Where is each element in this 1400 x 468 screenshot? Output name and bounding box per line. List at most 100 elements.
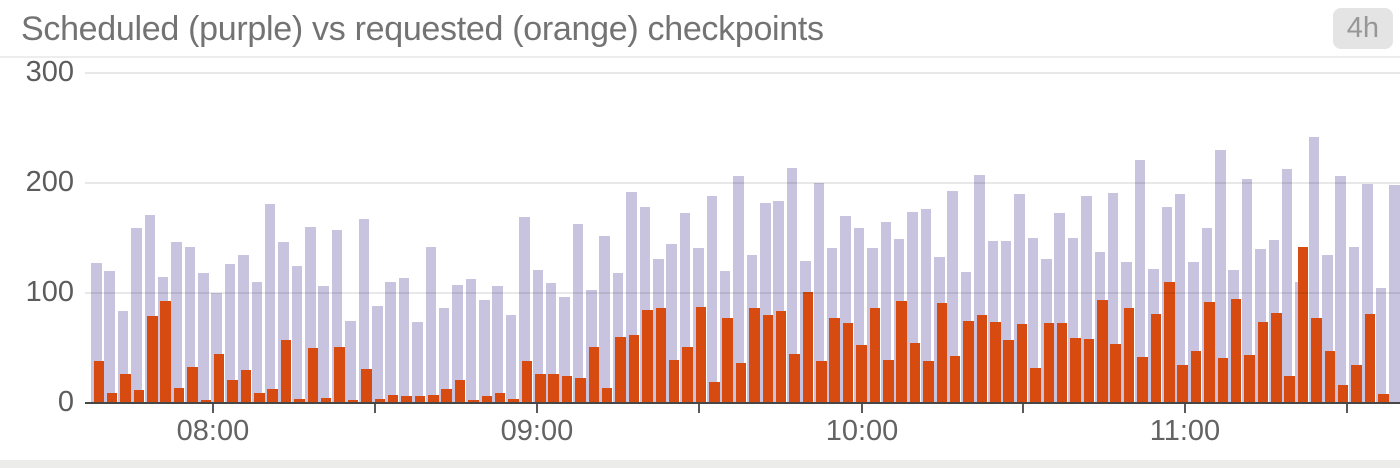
bar-scheduled[interactable] <box>412 321 423 403</box>
bar-requested[interactable] <box>869 308 881 403</box>
bar-scheduled[interactable] <box>1215 150 1226 403</box>
bar-scheduled[interactable] <box>1188 262 1199 403</box>
bar-requested[interactable] <box>133 389 145 403</box>
bar-scheduled[interactable] <box>1281 168 1293 403</box>
bar-requested[interactable] <box>93 361 104 403</box>
bar-requested[interactable] <box>200 399 212 403</box>
bar-scheduled[interactable] <box>1107 192 1119 403</box>
bar-scheduled[interactable] <box>479 299 490 403</box>
bar-scheduled[interactable] <box>733 176 744 403</box>
bar-requested[interactable] <box>775 310 787 403</box>
bar-requested[interactable] <box>1217 357 1229 403</box>
bar-requested[interactable] <box>267 388 278 403</box>
bar-requested[interactable] <box>923 361 934 403</box>
bar-requested[interactable] <box>588 346 600 403</box>
bar-requested[interactable] <box>1043 322 1055 403</box>
bar-requested[interactable] <box>254 393 265 403</box>
bar-requested[interactable] <box>240 370 252 403</box>
bar-requested[interactable] <box>829 318 840 403</box>
bar-scheduled[interactable] <box>1054 212 1065 403</box>
bar-scheduled[interactable] <box>1348 246 1360 403</box>
bar-scheduled[interactable] <box>318 286 329 403</box>
bar-scheduled[interactable] <box>1067 238 1079 403</box>
bar-requested[interactable] <box>762 315 774 403</box>
bar-scheduled[interactable] <box>626 191 637 403</box>
bar-requested[interactable] <box>441 388 452 403</box>
bar-requested[interactable] <box>334 346 345 403</box>
bar-requested[interactable] <box>1311 318 1322 403</box>
bar-requested[interactable] <box>347 399 359 403</box>
bar-scheduled[interactable] <box>345 320 356 403</box>
bar-scheduled[interactable] <box>519 217 530 403</box>
bar-requested[interactable] <box>642 309 653 403</box>
bar-requested[interactable] <box>1337 385 1349 403</box>
bar-scheduled[interactable] <box>1362 184 1373 403</box>
bar-scheduled[interactable] <box>91 263 102 403</box>
bar-scheduled[interactable] <box>840 216 851 403</box>
bar-scheduled[interactable] <box>291 265 303 403</box>
bar-requested[interactable] <box>1351 364 1362 403</box>
bar-requested[interactable] <box>1257 321 1269 403</box>
bar-scheduled[interactable] <box>278 242 289 403</box>
bar-requested[interactable] <box>1123 308 1135 403</box>
bar-scheduled[interactable] <box>1174 194 1186 403</box>
bar-scheduled[interactable] <box>947 190 958 403</box>
bar-scheduled[interactable] <box>773 200 784 403</box>
bar-scheduled[interactable] <box>131 228 142 403</box>
bar-scheduled[interactable] <box>358 219 370 403</box>
bar-requested[interactable] <box>682 346 693 403</box>
bar-requested[interactable] <box>668 360 680 403</box>
bar-requested[interactable] <box>120 374 131 403</box>
bar-requested[interactable] <box>481 396 493 403</box>
bar-requested[interactable] <box>1070 338 1081 403</box>
bar-requested[interactable] <box>1164 282 1175 403</box>
bar-scheduled[interactable] <box>238 254 249 403</box>
time-range-badge[interactable]: 4h <box>1332 8 1393 49</box>
bar-requested[interactable] <box>187 366 198 403</box>
bar-scheduled[interactable] <box>706 196 718 403</box>
bar-scheduled[interactable] <box>974 175 985 403</box>
bar-requested[interactable] <box>227 379 238 403</box>
bar-requested[interactable] <box>561 375 573 403</box>
bar-scheduled[interactable] <box>211 293 222 403</box>
bar-scheduled[interactable] <box>1014 194 1025 403</box>
bar-scheduled[interactable] <box>171 242 182 403</box>
bar-scheduled[interactable] <box>465 278 477 403</box>
bar-scheduled[interactable] <box>144 214 156 403</box>
bar-requested[interactable] <box>709 382 720 403</box>
bar-scheduled[interactable] <box>305 227 316 403</box>
bar-requested[interactable] <box>454 379 466 403</box>
bar-requested[interactable] <box>1244 354 1255 403</box>
bar-requested[interactable] <box>1324 351 1336 403</box>
bar-requested[interactable] <box>1364 313 1376 403</box>
bar-scheduled[interactable] <box>438 308 450 403</box>
bar-requested[interactable] <box>160 300 171 403</box>
bar-requested[interactable] <box>1137 356 1148 403</box>
bar-scheduled[interactable] <box>492 286 503 403</box>
bar-requested[interactable] <box>883 360 894 403</box>
bar-scheduled[interactable] <box>398 277 410 403</box>
bar-requested[interactable] <box>749 308 760 403</box>
bar-requested[interactable] <box>1378 394 1389 403</box>
bar-requested[interactable] <box>1271 312 1282 403</box>
bar-requested[interactable] <box>816 361 827 403</box>
bar-scheduled[interactable] <box>599 235 610 403</box>
bar-requested[interactable] <box>615 337 626 403</box>
bar-requested[interactable] <box>1016 323 1028 403</box>
bar-scheduled[interactable] <box>532 269 544 403</box>
bar-scheduled[interactable] <box>452 285 463 403</box>
bar-requested[interactable] <box>173 387 185 403</box>
bar-requested[interactable] <box>280 340 292 403</box>
bar-scheduled[interactable] <box>1134 159 1146 403</box>
bar-requested[interactable] <box>896 300 907 403</box>
bar-requested[interactable] <box>387 395 399 403</box>
bar-requested[interactable] <box>1097 299 1108 403</box>
bar-scheduled[interactable] <box>1308 136 1320 403</box>
bar-requested[interactable] <box>735 363 747 403</box>
bar-requested[interactable] <box>976 315 988 403</box>
bar-scheduled[interactable] <box>104 271 115 403</box>
bar-scheduled[interactable] <box>666 243 677 403</box>
bar-requested[interactable] <box>695 307 707 403</box>
bar-requested[interactable] <box>856 344 867 403</box>
bar-scheduled[interactable] <box>1389 185 1400 403</box>
